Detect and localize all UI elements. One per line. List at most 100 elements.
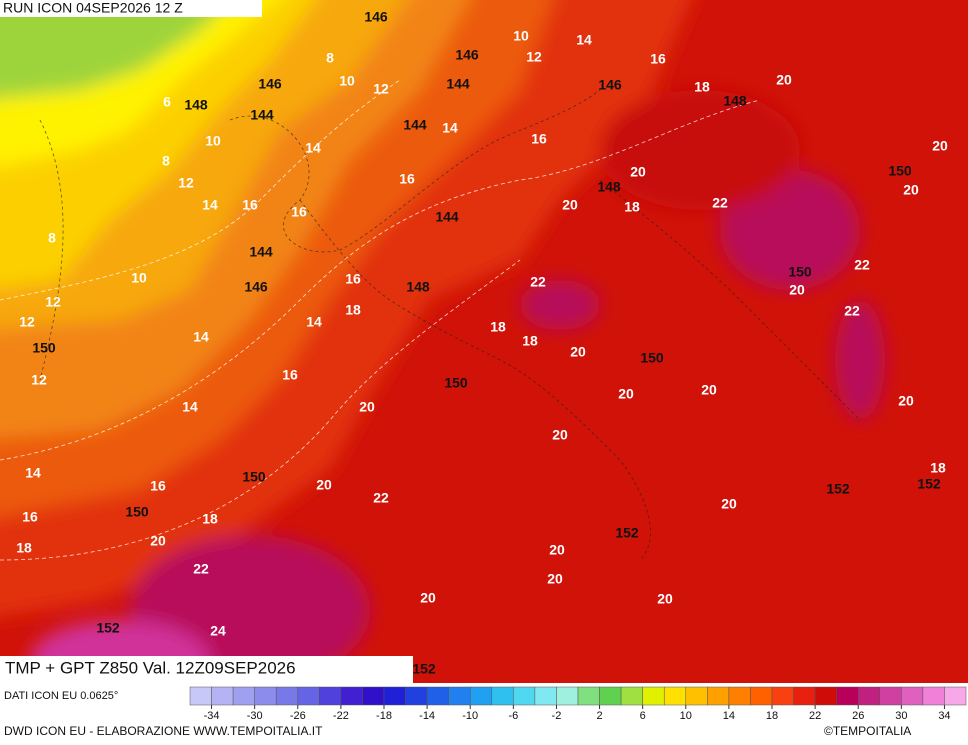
- temperature-label: 18: [930, 460, 946, 476]
- colorbar-tick-label: 10: [680, 710, 692, 722]
- temperature-label: 22: [844, 303, 860, 319]
- isotherms: [0, 79, 761, 561]
- colorbar-box: [189, 686, 212, 706]
- temperature-label: 20: [932, 138, 948, 154]
- colorbar-box: [577, 686, 600, 706]
- geopotential-label: 150: [788, 264, 812, 280]
- geopotential-label: 150: [444, 375, 468, 391]
- temperature-label: 14: [193, 329, 209, 345]
- map-field: [0, 0, 968, 683]
- temperature-label: 18: [522, 333, 538, 349]
- colorbar-tick-label: 22: [809, 710, 821, 722]
- temperature-label: 16: [399, 171, 415, 187]
- geopotential-label: 144: [435, 209, 459, 225]
- temperature-label: 14: [182, 399, 198, 415]
- temperature-label: 16: [242, 197, 258, 213]
- colorbar-box: [599, 686, 622, 706]
- temperature-label: 8: [162, 153, 170, 169]
- run-title: RUN ICON 04SEP2026 12 Z: [3, 0, 183, 16]
- colorbar-box: [707, 686, 730, 706]
- geopotential-label: 148: [597, 179, 621, 195]
- temperature-label: 8: [326, 50, 334, 66]
- temperature-label: 10: [339, 73, 355, 89]
- temperature-label: 18: [16, 540, 32, 556]
- colorbar-box: [211, 686, 234, 706]
- colorbar-box: [297, 686, 320, 706]
- colorbar-box: [879, 686, 902, 706]
- temperature-label: 14: [306, 314, 322, 330]
- colorbar-box: [319, 686, 342, 706]
- geopotential-label: 146: [455, 47, 479, 63]
- temperature-label: 16: [291, 204, 307, 220]
- temperature-label: 12: [373, 81, 389, 97]
- temperature-label: 20: [547, 571, 563, 587]
- colorbar-box: [663, 686, 687, 706]
- temperature-label: 18: [694, 79, 710, 95]
- temperature-label: 8: [48, 230, 56, 246]
- geopotential-label: 152: [826, 481, 850, 497]
- colorbar-box: [254, 686, 277, 706]
- temperature-label: 20: [721, 496, 737, 512]
- temperature-label: 16: [22, 509, 38, 525]
- colorbar-box: [426, 686, 449, 706]
- colorbar-box: [836, 686, 859, 706]
- temperature-label: 14: [442, 120, 458, 136]
- temperature-label: 24: [210, 623, 226, 639]
- temperature-label: 12: [178, 175, 194, 191]
- temperature-label: 20: [150, 533, 166, 549]
- temperature-label: 10: [131, 270, 147, 286]
- geopotential-label: 150: [640, 350, 664, 366]
- colorbar-tick-label: 34: [938, 710, 950, 722]
- temperature-label: 10: [513, 28, 529, 44]
- colorbar-box: [620, 686, 643, 706]
- temperature-label: 22: [530, 274, 546, 290]
- colorbar-box: [750, 686, 773, 706]
- temperature-label: 20: [316, 477, 332, 493]
- temperature-label: 20: [789, 282, 805, 298]
- geopotential-label: 146: [244, 279, 268, 295]
- colorbar-box: [362, 686, 385, 706]
- geopotential-label: 148: [184, 97, 208, 113]
- geopotential-label: 148: [406, 279, 430, 295]
- colorbar-box: [232, 686, 255, 706]
- temperature-label: 20: [420, 590, 436, 606]
- temperature-label: 16: [531, 131, 547, 147]
- geopotential-label: 146: [364, 9, 388, 25]
- temperature-label: 20: [657, 591, 673, 607]
- colorbar: -34 -30 -26 -22 -18 -14 -10 -6 -2 2 6 10 14 18 22 26 30 3…: [189, 686, 967, 722]
- credit-label: DWD ICON EU - ELABORAZIONE WWW.TEMPOITAL…: [4, 724, 323, 738]
- geopotential-label: 150: [125, 504, 149, 520]
- temperature-label: 20: [701, 382, 717, 398]
- colorbar-box: [534, 686, 557, 706]
- geopotential-label: 152: [412, 661, 436, 677]
- temperature-label: 20: [630, 164, 646, 180]
- colorbar-tick-label: -6: [508, 710, 518, 722]
- colorbar-tick-label: -26: [290, 710, 306, 722]
- temperature-label: 16: [650, 51, 666, 67]
- temperature-label: 22: [712, 195, 728, 211]
- temperature-label: 10: [205, 133, 221, 149]
- temperature-label: 22: [373, 490, 389, 506]
- field-box: [0, 656, 413, 683]
- colorbar-tick-label: -30: [247, 710, 263, 722]
- geopotential-label: 148: [723, 93, 747, 109]
- temperature-label: 14: [576, 32, 592, 48]
- temperature-label: 16: [282, 367, 298, 383]
- temperature-label: 12: [45, 294, 61, 310]
- temperature-label: 20: [359, 399, 375, 415]
- geopotential-label: 144: [403, 117, 427, 133]
- temperature-label: 18: [490, 319, 506, 335]
- temperature-label: 22: [193, 561, 209, 577]
- colorbar-box: [685, 686, 708, 706]
- colorbar-tick-label: 30: [895, 710, 907, 722]
- geopotential-label: 152: [917, 476, 941, 492]
- temperature-label: 12: [31, 372, 47, 388]
- temperature-label: 14: [25, 465, 41, 481]
- geopotential-label: 150: [32, 340, 56, 356]
- temperature-label: 20: [776, 72, 792, 88]
- colorbar-box: [340, 686, 363, 706]
- colorbar-tick-label: 26: [852, 710, 864, 722]
- temperature-label: 22: [854, 257, 870, 273]
